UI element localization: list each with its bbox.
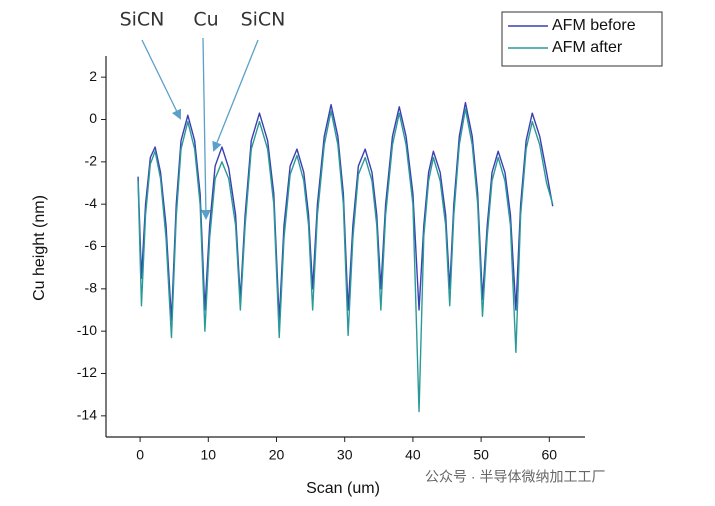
x-tick-label: 10 [201,447,217,463]
y-tick-label: -14 [77,407,97,423]
arrow [200,37,211,220]
x-tick-label: 0 [136,447,144,463]
annotation: SiCN [241,9,286,31]
y-tick-label: -12 [77,364,97,380]
arrow [141,39,181,120]
y-tick-label: -2 [85,153,98,169]
annotation: SiCN [120,9,165,31]
y-tick-label: -10 [77,322,97,338]
y-tick-label: 0 [89,110,97,126]
watermark: 公众号 · 半导体微纳加工工厂 [425,469,605,485]
annotations: SiCN Cu SiCN [120,9,286,220]
series-line [137,108,554,413]
x-tick-label: 40 [405,447,421,463]
y-tick-label: -6 [85,237,98,253]
x-tick-label: 30 [337,447,353,463]
annotation: Cu [193,9,218,31]
x-tick-label: 20 [269,447,285,463]
legend: AFM before AFM after [501,11,663,67]
y-tick-label: -4 [85,195,98,211]
y-tick-label: 2 [89,68,97,84]
x-tick-label: 50 [473,447,489,463]
legend-box [501,11,663,67]
y-axis-title: Cu height (nm) [31,195,48,301]
x-tick-label: 60 [542,447,558,463]
legend-label: AFM after [552,39,623,56]
y-tick-label: -8 [85,280,98,296]
x-axis-title: Scan (um) [306,480,380,497]
arrow [212,39,259,152]
legend-label: AFM before [552,17,636,34]
